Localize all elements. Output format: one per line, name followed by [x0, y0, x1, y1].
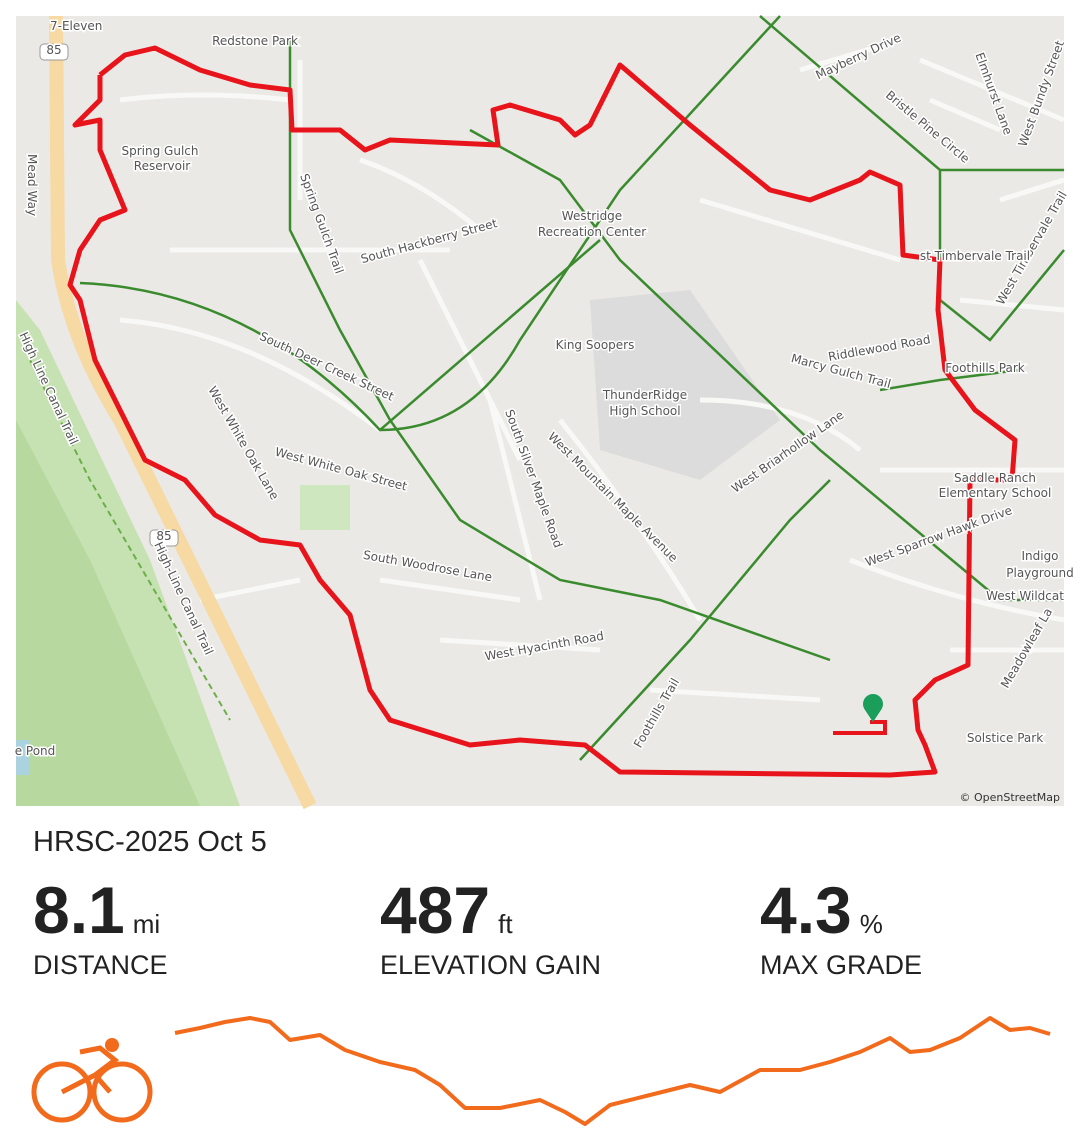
stat-unit: %	[859, 909, 883, 939]
map-label: Westridge	[562, 209, 622, 223]
pond	[16, 740, 30, 775]
map-label: 85	[46, 43, 61, 57]
map-label: West Wildcat	[986, 589, 1064, 603]
activity-title: HRSC-2025 Oct 5	[33, 826, 267, 858]
map-label: Redstone Park	[212, 34, 298, 48]
stat-label: MAX GRADE	[760, 950, 923, 980]
cyclist-head	[105, 1038, 119, 1052]
stat-value: 487	[380, 873, 491, 947]
map-label: King Soopers	[556, 338, 635, 352]
route	[833, 720, 887, 735]
stat-value: 8.1	[33, 873, 125, 947]
map-label: 7-Eleven	[50, 19, 102, 33]
map-label: High School	[609, 404, 680, 418]
start-marker	[863, 694, 884, 722]
elevation-line	[174, 1016, 1051, 1126]
map-label: Mead Way	[25, 154, 39, 216]
stat-unit: ft	[498, 909, 513, 939]
map-label: e Pond	[15, 744, 56, 758]
map-label: Elementary School	[939, 486, 1052, 500]
attribution: © OpenStreetMap	[959, 791, 1060, 804]
stat-row: 487 ft	[380, 872, 601, 948]
stat-row: 8.1 mi	[33, 872, 168, 948]
elevation-profile	[31, 1016, 1051, 1126]
cyclist-icon	[31, 1045, 153, 1123]
streets	[119, 37, 1065, 703]
highway-shield	[149, 529, 179, 547]
map-label: Recreation Center	[538, 225, 646, 239]
highway-shield	[39, 43, 69, 61]
route	[67, 45, 1018, 778]
stat-value: 4.3	[760, 873, 852, 947]
map-label: Saddle Ranch	[954, 471, 1036, 485]
park-area	[16, 420, 200, 806]
stat-unit: mi	[132, 909, 161, 939]
map-label: Reservoir	[134, 159, 191, 173]
map-label: ThunderRidge	[602, 388, 687, 402]
park-area	[300, 485, 350, 530]
trails	[79, 15, 1065, 761]
stat-label: ELEVATION GAIN	[380, 950, 602, 980]
stat-row: 4.3%	[760, 872, 922, 948]
stat: 4.3% MAX GRADE	[760, 872, 922, 981]
map-label: st Timbervale Trail	[920, 249, 1030, 263]
stat: 8.1 mi DISTANCE	[33, 872, 168, 981]
canal-trail	[29, 359, 231, 721]
map-label: Indigo	[1021, 549, 1058, 563]
map: 7-Eleven Redstone Park Spring GulchReservo…	[13, 15, 1075, 810]
school-grounds	[590, 290, 780, 480]
stat: 487 ft ELEVATION GAIN	[380, 872, 601, 981]
stat-label: DISTANCE	[33, 950, 168, 980]
map-label: Playground	[1006, 566, 1073, 580]
map-label: Solstice Park	[967, 731, 1043, 745]
highway	[49, 15, 317, 810]
map-label: 85	[156, 529, 171, 543]
map-label: Spring Gulch	[122, 144, 199, 158]
map-label: Foothills Park	[945, 361, 1025, 375]
